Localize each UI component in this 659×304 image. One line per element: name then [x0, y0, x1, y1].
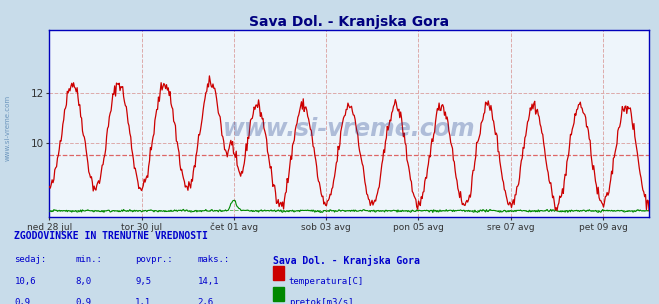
Text: temperatura[C]: temperatura[C] — [289, 277, 364, 286]
Text: 1,1: 1,1 — [135, 298, 151, 304]
Text: 9,5: 9,5 — [135, 277, 151, 286]
Text: www.si-vreme.com: www.si-vreme.com — [223, 117, 476, 141]
Text: 2,6: 2,6 — [198, 298, 214, 304]
Text: pretok[m3/s]: pretok[m3/s] — [289, 298, 353, 304]
Text: min.:: min.: — [76, 255, 103, 264]
Bar — [273, 287, 284, 301]
Text: povpr.:: povpr.: — [135, 255, 173, 264]
Text: 8,0: 8,0 — [76, 277, 92, 286]
Bar — [273, 266, 284, 280]
Text: maks.:: maks.: — [198, 255, 230, 264]
Text: sedaj:: sedaj: — [14, 255, 47, 264]
Text: Sava Dol. - Kranjska Gora: Sava Dol. - Kranjska Gora — [273, 255, 420, 266]
Text: 14,1: 14,1 — [198, 277, 219, 286]
Text: 0,9: 0,9 — [76, 298, 92, 304]
Text: 10,6: 10,6 — [14, 277, 36, 286]
Text: ZGODOVINSKE IN TRENUTNE VREDNOSTI: ZGODOVINSKE IN TRENUTNE VREDNOSTI — [14, 231, 208, 241]
Title: Sava Dol. - Kranjska Gora: Sava Dol. - Kranjska Gora — [249, 15, 449, 29]
Text: 0,9: 0,9 — [14, 298, 30, 304]
Text: www.si-vreme.com: www.si-vreme.com — [5, 95, 11, 161]
